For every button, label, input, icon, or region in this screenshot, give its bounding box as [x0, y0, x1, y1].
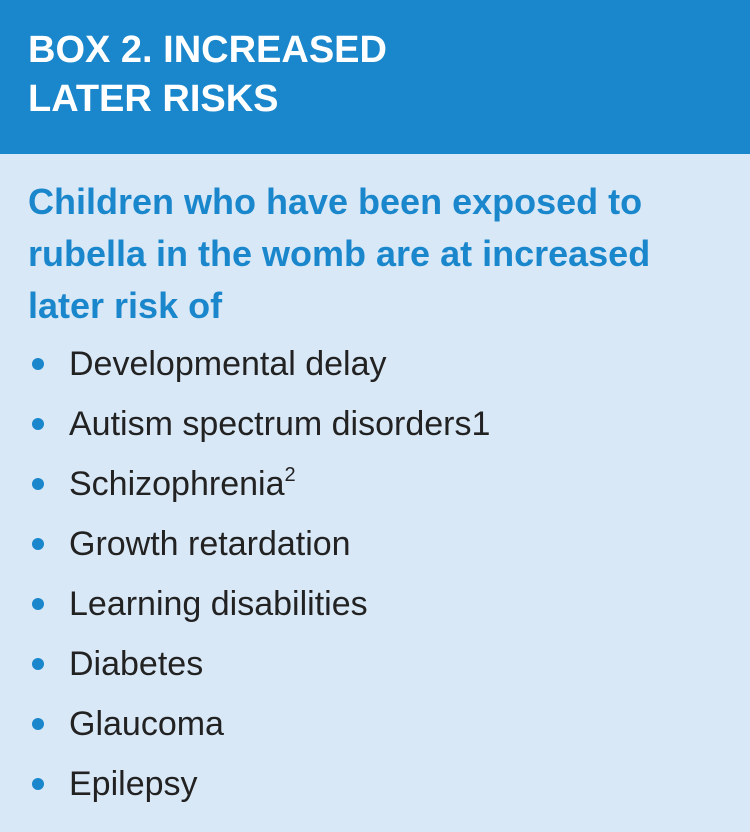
- list-item: Growth retardation: [28, 514, 722, 574]
- risk-text: Diabetes: [69, 645, 204, 683]
- list-item: Diabetes: [28, 634, 722, 694]
- bullet-icon: [32, 778, 44, 790]
- risk-label: Growth retardation: [69, 524, 351, 564]
- risk-text: Autism spectrum disorders1: [69, 405, 491, 443]
- bullet-icon: [32, 718, 44, 730]
- bullet-icon: [32, 478, 44, 490]
- list-item: Glaucoma: [28, 694, 722, 754]
- bullet-icon: [32, 538, 44, 550]
- bullet-icon: [32, 598, 44, 610]
- box-title: BOX 2. INCREASED LATER RISKS: [28, 29, 387, 120]
- list-item: Epilepsy: [28, 754, 722, 814]
- risk-text: Epilepsy: [69, 765, 198, 803]
- bullet-icon: [32, 658, 44, 670]
- risk-label: Developmental delay: [69, 344, 387, 384]
- list-item: Learning disabilities: [28, 574, 722, 634]
- intro-text: Children who have been exposed to rubell…: [28, 181, 651, 326]
- box-header: BOX 2. INCREASED LATER RISKS: [0, 0, 750, 154]
- risk-text: Developmental delay: [69, 345, 387, 383]
- risk-label: Epilepsy: [69, 764, 198, 804]
- list-item: Developmental delay: [28, 334, 722, 394]
- risk-text: Growth retardation: [69, 525, 351, 563]
- risk-list: Developmental delay Autism spectrum diso…: [28, 334, 722, 814]
- risk-text: Learning disabilities: [69, 585, 368, 623]
- bullet-icon: [32, 358, 44, 370]
- risk-label: Glaucoma: [69, 704, 224, 744]
- risk-label: Autism spectrum disorders1: [69, 404, 490, 444]
- risk-label: Schizophrenia2: [69, 464, 296, 504]
- list-item: Autism spectrum disorders1: [28, 394, 722, 454]
- risk-text: Glaucoma: [69, 705, 224, 743]
- bullet-icon: [32, 418, 44, 430]
- list-item: Schizophrenia2: [28, 454, 722, 514]
- risk-label: Diabetes: [69, 644, 203, 684]
- box-content: Children who have been exposed to rubell…: [0, 154, 750, 814]
- reference-superscript: 2: [284, 463, 296, 486]
- risk-label: Learning disabilities: [69, 584, 368, 624]
- risk-text: Schizophrenia: [69, 465, 285, 503]
